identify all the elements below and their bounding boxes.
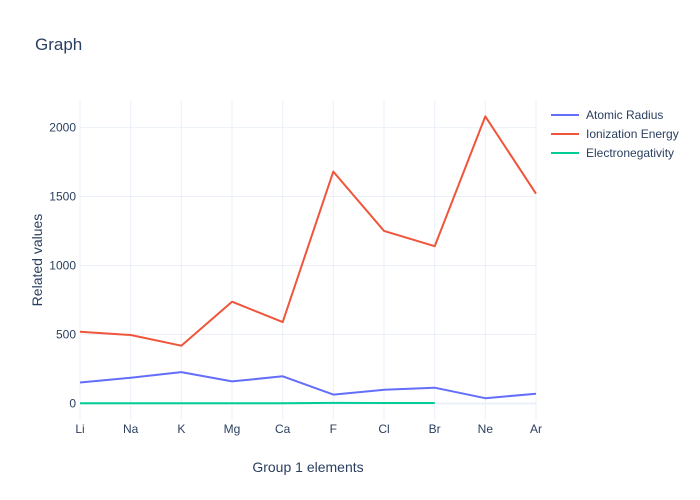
x-tick-label: Cl bbox=[378, 422, 389, 436]
x-tick-label: K bbox=[177, 422, 185, 436]
legend-label: Atomic Radius bbox=[586, 108, 663, 122]
x-tick-label: Na bbox=[123, 422, 139, 436]
x-axis-title: Group 1 elements bbox=[252, 459, 363, 475]
chart-title: Graph bbox=[35, 35, 82, 54]
series-line-atomic-radius bbox=[79, 371, 537, 400]
series-line-ionization-energy bbox=[79, 115, 537, 347]
x-tick-label: F bbox=[330, 422, 337, 436]
y-tick-label: 1000 bbox=[49, 259, 76, 273]
legend-item-electronegativity[interactable]: Electronegativity bbox=[551, 146, 674, 160]
y-tick-label: 0 bbox=[69, 396, 76, 410]
x-tick-label: Li bbox=[75, 422, 84, 436]
y-tick-label: 500 bbox=[56, 327, 76, 341]
x-tick-label: Ne bbox=[478, 422, 494, 436]
legend-label: Electronegativity bbox=[586, 146, 674, 160]
legend-label: Ionization Energy bbox=[586, 127, 679, 141]
y-axis-title: Related values bbox=[29, 214, 45, 307]
legend-item-atomic-radius[interactable]: Atomic Radius bbox=[551, 108, 663, 122]
x-tick-label: Ar bbox=[530, 422, 542, 436]
x-tick-label: Br bbox=[429, 422, 441, 436]
plot-area bbox=[79, 115, 537, 405]
y-tick-label: 1500 bbox=[49, 190, 76, 204]
x-axis-ticks: Li Na K Mg Ca F Cl Br Ne Ar bbox=[75, 422, 542, 436]
y-tick-label: 2000 bbox=[49, 121, 76, 135]
gridlines bbox=[79, 100, 537, 420]
legend[interactable]: Atomic Radius Ionization Energy Electroneg… bbox=[551, 108, 679, 160]
y-axis-ticks: 0 500 1000 1500 2000 bbox=[49, 121, 76, 411]
x-tick-label: Mg bbox=[224, 422, 241, 436]
legend-item-ionization-energy[interactable]: Ionization Energy bbox=[551, 127, 679, 141]
x-tick-label: Ca bbox=[275, 422, 291, 436]
